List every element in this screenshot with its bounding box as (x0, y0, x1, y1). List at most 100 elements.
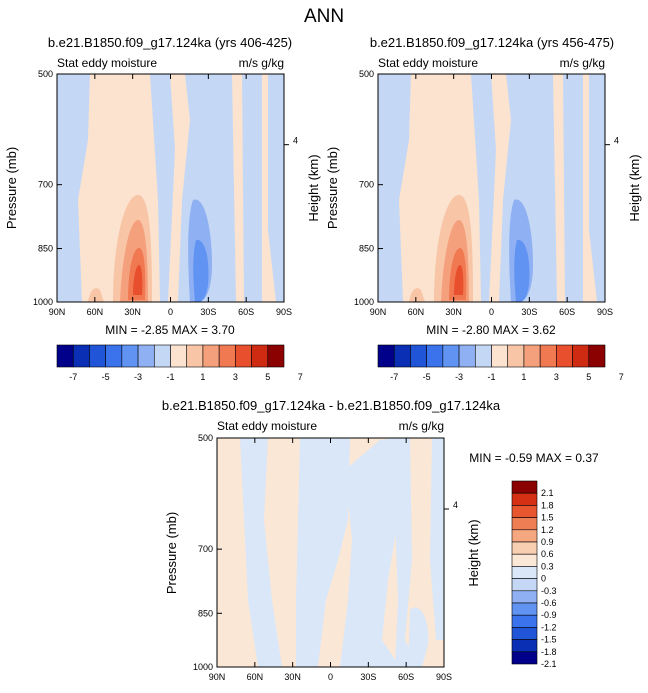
panel-1-ylabel-right: Height (km) (306, 154, 321, 221)
colorbar-swatch (511, 517, 538, 531)
colorbar-swatch (202, 344, 220, 368)
colorbar-swatch (491, 344, 509, 368)
colorbar-swatch (267, 344, 285, 368)
x-tick-label: 0 (168, 307, 173, 317)
colorbar-swatch (89, 344, 106, 368)
colorbar-label: 1 (521, 372, 526, 382)
colorbar-label: 1 (200, 372, 205, 382)
panel-2-left-label: Stat eddy moisture (378, 56, 478, 70)
colorbar-swatch (523, 344, 541, 368)
colorbar-label: -0.3 (541, 586, 557, 596)
x-tick-label: 30S (360, 672, 376, 682)
x-tick-label: 30S (521, 307, 537, 317)
colorbar-swatch (572, 344, 590, 368)
colorbar-label: 1.2 (541, 525, 554, 535)
panel-2: b.e21.B1850.f09_g17.124ka (yrs 456-475) … (325, 35, 642, 382)
y-tick-label: 1000 (193, 662, 213, 672)
colorbar-label: -0.9 (541, 610, 557, 620)
colorbar-swatch (511, 541, 538, 555)
y-tick-label: 500 (359, 69, 374, 79)
x-tick-label: 60S (238, 307, 254, 317)
colorbar-swatch (218, 344, 236, 368)
x-tick-label: 90N (209, 672, 226, 682)
x-tick-label: 60N (408, 307, 425, 317)
panel-2-stats: MIN = -2.80 MAX = 3.62 (426, 323, 556, 337)
colorbar-swatch (588, 344, 606, 368)
colorbar-swatch (511, 651, 538, 665)
x-tick-label: 90N (370, 307, 387, 317)
x-tick-label: 90S (436, 672, 452, 682)
colorbar-label: 1.5 (541, 513, 554, 523)
x-tick-label: 60N (247, 672, 264, 682)
colorbar-label: -0.6 (541, 598, 557, 608)
colorbar-label: -1.2 (541, 622, 557, 632)
colorbar-label: -2.1 (541, 659, 557, 669)
colorbar-swatch (511, 602, 538, 616)
y-tick-label: 1000 (33, 297, 53, 307)
panel-3-colorbar: 2.1 1.8 1.5 1.2 0.9 0.6 0.3 0 -0.3 -0.6 -0.9 -1.2 -1… (511, 480, 557, 669)
colorbar-label: 5 (586, 372, 591, 382)
page-title: ANN (304, 6, 344, 27)
x-tick-label: 90N (49, 307, 66, 317)
colorbar-swatch (511, 480, 538, 494)
colorbar-swatch (251, 344, 269, 368)
colorbar-label: 3 (554, 372, 559, 382)
panel-3: b.e21.B1850.f09_g17.124ka - b.e21.B1850.… (162, 398, 599, 682)
y-tick-label: 500 (198, 433, 213, 443)
colorbar-swatch (474, 344, 492, 368)
colorbar-label: -1 (487, 372, 495, 382)
colorbar-swatch (426, 344, 444, 368)
colorbar-swatch (235, 344, 252, 368)
panel-2-contour-field (378, 74, 605, 302)
colorbar-label: 5 (265, 372, 270, 382)
panel-1-left-label: Stat eddy moisture (57, 56, 157, 70)
colorbar-label: -1 (166, 372, 174, 382)
y-tick-label: 850 (198, 608, 213, 618)
colorbar-label: 7 (298, 372, 303, 382)
colorbar-label: -3 (134, 372, 142, 382)
colorbar-swatch (442, 344, 460, 368)
colorbar-swatch (511, 566, 538, 579)
colorbar-swatch (511, 627, 538, 640)
colorbar-label: -1.8 (541, 647, 557, 657)
x-tick-label: 90S (597, 307, 613, 317)
panel-1-right-label: m/s g/kg (239, 56, 284, 70)
panel-1-axes: 90N 60N 30N 0 30S 60S 90S 500 700 850 1000 4 (33, 69, 298, 317)
panel-3-ylabel: Pressure (mb) (164, 512, 179, 594)
colorbar-swatch (511, 553, 538, 567)
colorbar-label: -1.5 (541, 635, 557, 645)
panel-1-contour-field (57, 74, 284, 302)
panel-1-colorbar: -7 -5 -3 -1 1 3 5 7 (56, 344, 303, 382)
x-tick-label: 60N (87, 307, 104, 317)
colorbar-swatch (539, 344, 557, 368)
panel-3-title: b.e21.B1850.f09_g17.124ka - b.e21.B1850.… (162, 398, 501, 413)
panel-3-right-label: m/s g/kg (399, 419, 444, 433)
colorbar-swatch (458, 344, 476, 368)
x-tick-label: 0 (328, 672, 333, 682)
colorbar-label: 0.6 (541, 549, 554, 559)
colorbar-swatch (511, 505, 538, 518)
colorbar-swatch (511, 614, 538, 628)
colorbar-swatch (511, 578, 538, 592)
colorbar-swatch (511, 529, 538, 543)
y-tick-label: 500 (38, 69, 53, 79)
panel-3-stats: MIN = -0.59 MAX = 0.37 (469, 451, 599, 465)
panel-1-title: b.e21.B1850.f09_g17.124ka (yrs 406-425) (48, 35, 292, 50)
y-tick-label: 850 (38, 244, 53, 254)
colorbar-label: 0.3 (541, 561, 554, 571)
panel-1-ylabel: Pressure (mb) (4, 147, 19, 229)
colorbar-label: -5 (102, 372, 110, 382)
colorbar-swatch (410, 344, 427, 368)
y-tick-label: 1000 (354, 297, 374, 307)
colorbar-label: -3 (455, 372, 463, 382)
y-tick-label: 700 (359, 180, 374, 190)
colorbar-swatch (137, 344, 155, 368)
x-tick-label: 30N (445, 307, 462, 317)
x-tick-label: 30S (200, 307, 216, 317)
colorbar-swatch (511, 492, 538, 506)
colorbar-label: -5 (423, 372, 431, 382)
x-tick-label: 30N (124, 307, 141, 317)
y-tick-label: 700 (198, 544, 213, 554)
colorbar-label: 7 (619, 372, 624, 382)
